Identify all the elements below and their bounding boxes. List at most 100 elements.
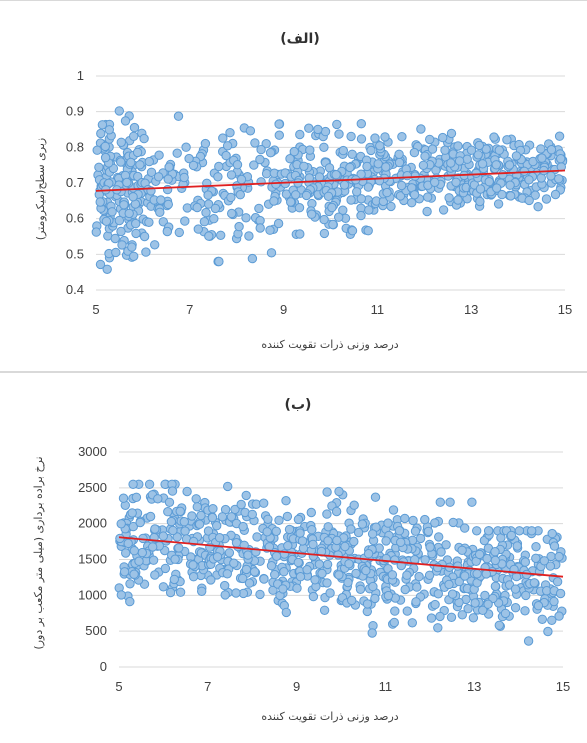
data-point xyxy=(175,506,185,517)
data-points-a xyxy=(91,106,568,274)
data-point xyxy=(322,487,332,497)
data-point xyxy=(129,546,140,556)
data-point xyxy=(139,231,150,242)
data-point xyxy=(164,162,174,172)
data-point xyxy=(244,578,255,588)
scatter-chart-b: (ب) 0 500 1000 1500 2000 2500 3000 5 7 9 11 13 15 د… xyxy=(32,397,570,723)
data-point xyxy=(346,195,356,205)
data-point xyxy=(308,539,318,550)
data-point xyxy=(537,153,547,163)
data-point xyxy=(129,251,139,262)
data-point xyxy=(294,203,305,213)
data-point xyxy=(474,140,484,151)
data-point xyxy=(175,587,186,597)
data-point xyxy=(491,160,501,170)
data-point xyxy=(247,509,258,520)
data-point xyxy=(174,227,185,238)
data-point xyxy=(349,500,359,510)
data-point xyxy=(163,507,173,517)
data-point xyxy=(323,522,333,532)
data-point xyxy=(438,132,448,143)
x-tick-labels-a: 5 7 9 11 13 15 xyxy=(92,302,572,317)
data-point xyxy=(511,151,522,161)
data-point xyxy=(414,571,424,582)
data-point xyxy=(271,179,281,189)
data-point xyxy=(193,224,204,234)
data-point xyxy=(100,152,111,163)
trend-line xyxy=(95,169,566,192)
data-point xyxy=(448,517,458,528)
data-point xyxy=(435,611,445,622)
data-point xyxy=(188,560,198,570)
data-point xyxy=(402,171,412,181)
data-point xyxy=(255,223,265,233)
data-point xyxy=(295,129,305,140)
data-point xyxy=(383,518,393,528)
data-point xyxy=(197,586,207,597)
data-point xyxy=(435,497,445,507)
data-point xyxy=(144,156,155,167)
data-point xyxy=(203,526,214,536)
data-point xyxy=(128,479,138,490)
data-point xyxy=(214,256,224,267)
data-point xyxy=(263,514,273,525)
data-point xyxy=(424,570,435,581)
data-point xyxy=(180,526,190,536)
data-point xyxy=(116,157,126,167)
x-axis-label-a: درصد وزنی ذرات تقویت کننده xyxy=(261,338,398,351)
data-point xyxy=(430,599,440,610)
data-point xyxy=(363,549,374,559)
data-point xyxy=(523,636,534,646)
data-point xyxy=(457,545,467,556)
data-point xyxy=(262,527,272,537)
x-tick-label: 9 xyxy=(280,302,287,317)
data-point xyxy=(266,248,277,258)
data-point xyxy=(347,149,357,160)
data-point xyxy=(220,590,230,600)
data-point xyxy=(472,569,482,579)
data-point xyxy=(126,157,136,168)
data-point xyxy=(97,120,108,130)
data-point xyxy=(471,168,481,179)
data-point xyxy=(282,511,293,522)
data-point xyxy=(118,493,129,503)
data-point xyxy=(364,205,374,215)
data-point xyxy=(243,550,253,560)
data-point xyxy=(533,202,543,212)
data-point xyxy=(512,541,522,551)
data-point xyxy=(241,213,251,223)
data-point xyxy=(144,217,154,228)
data-point xyxy=(338,145,348,156)
data-point xyxy=(220,580,230,591)
data-point xyxy=(550,189,561,200)
data-point xyxy=(500,608,511,619)
data-point xyxy=(423,192,433,202)
data-point xyxy=(131,218,141,229)
data-point xyxy=(180,216,190,226)
data-point xyxy=(549,596,559,607)
data-point xyxy=(158,582,169,592)
data-point xyxy=(278,584,288,594)
data-point xyxy=(306,507,316,518)
chart-title-a: (الف) xyxy=(280,31,320,47)
data-point xyxy=(319,605,330,616)
data-point xyxy=(236,174,247,185)
data-point xyxy=(514,526,525,536)
data-point xyxy=(162,184,173,195)
data-point xyxy=(477,159,488,169)
data-point xyxy=(407,198,417,208)
data-point xyxy=(497,189,507,200)
data-point xyxy=(299,161,309,172)
data-point xyxy=(474,549,485,560)
y-tick-label: 0.5 xyxy=(66,246,84,261)
data-point xyxy=(265,148,276,158)
data-point xyxy=(107,207,117,217)
y-tick-label: 1500 xyxy=(78,552,107,567)
y-tick-label: 0.6 xyxy=(66,211,84,226)
data-point xyxy=(319,228,330,239)
data-point xyxy=(317,568,327,579)
data-point xyxy=(247,253,258,264)
data-point xyxy=(116,590,127,600)
data-point xyxy=(351,568,361,579)
x-tick-label: 7 xyxy=(204,679,211,694)
